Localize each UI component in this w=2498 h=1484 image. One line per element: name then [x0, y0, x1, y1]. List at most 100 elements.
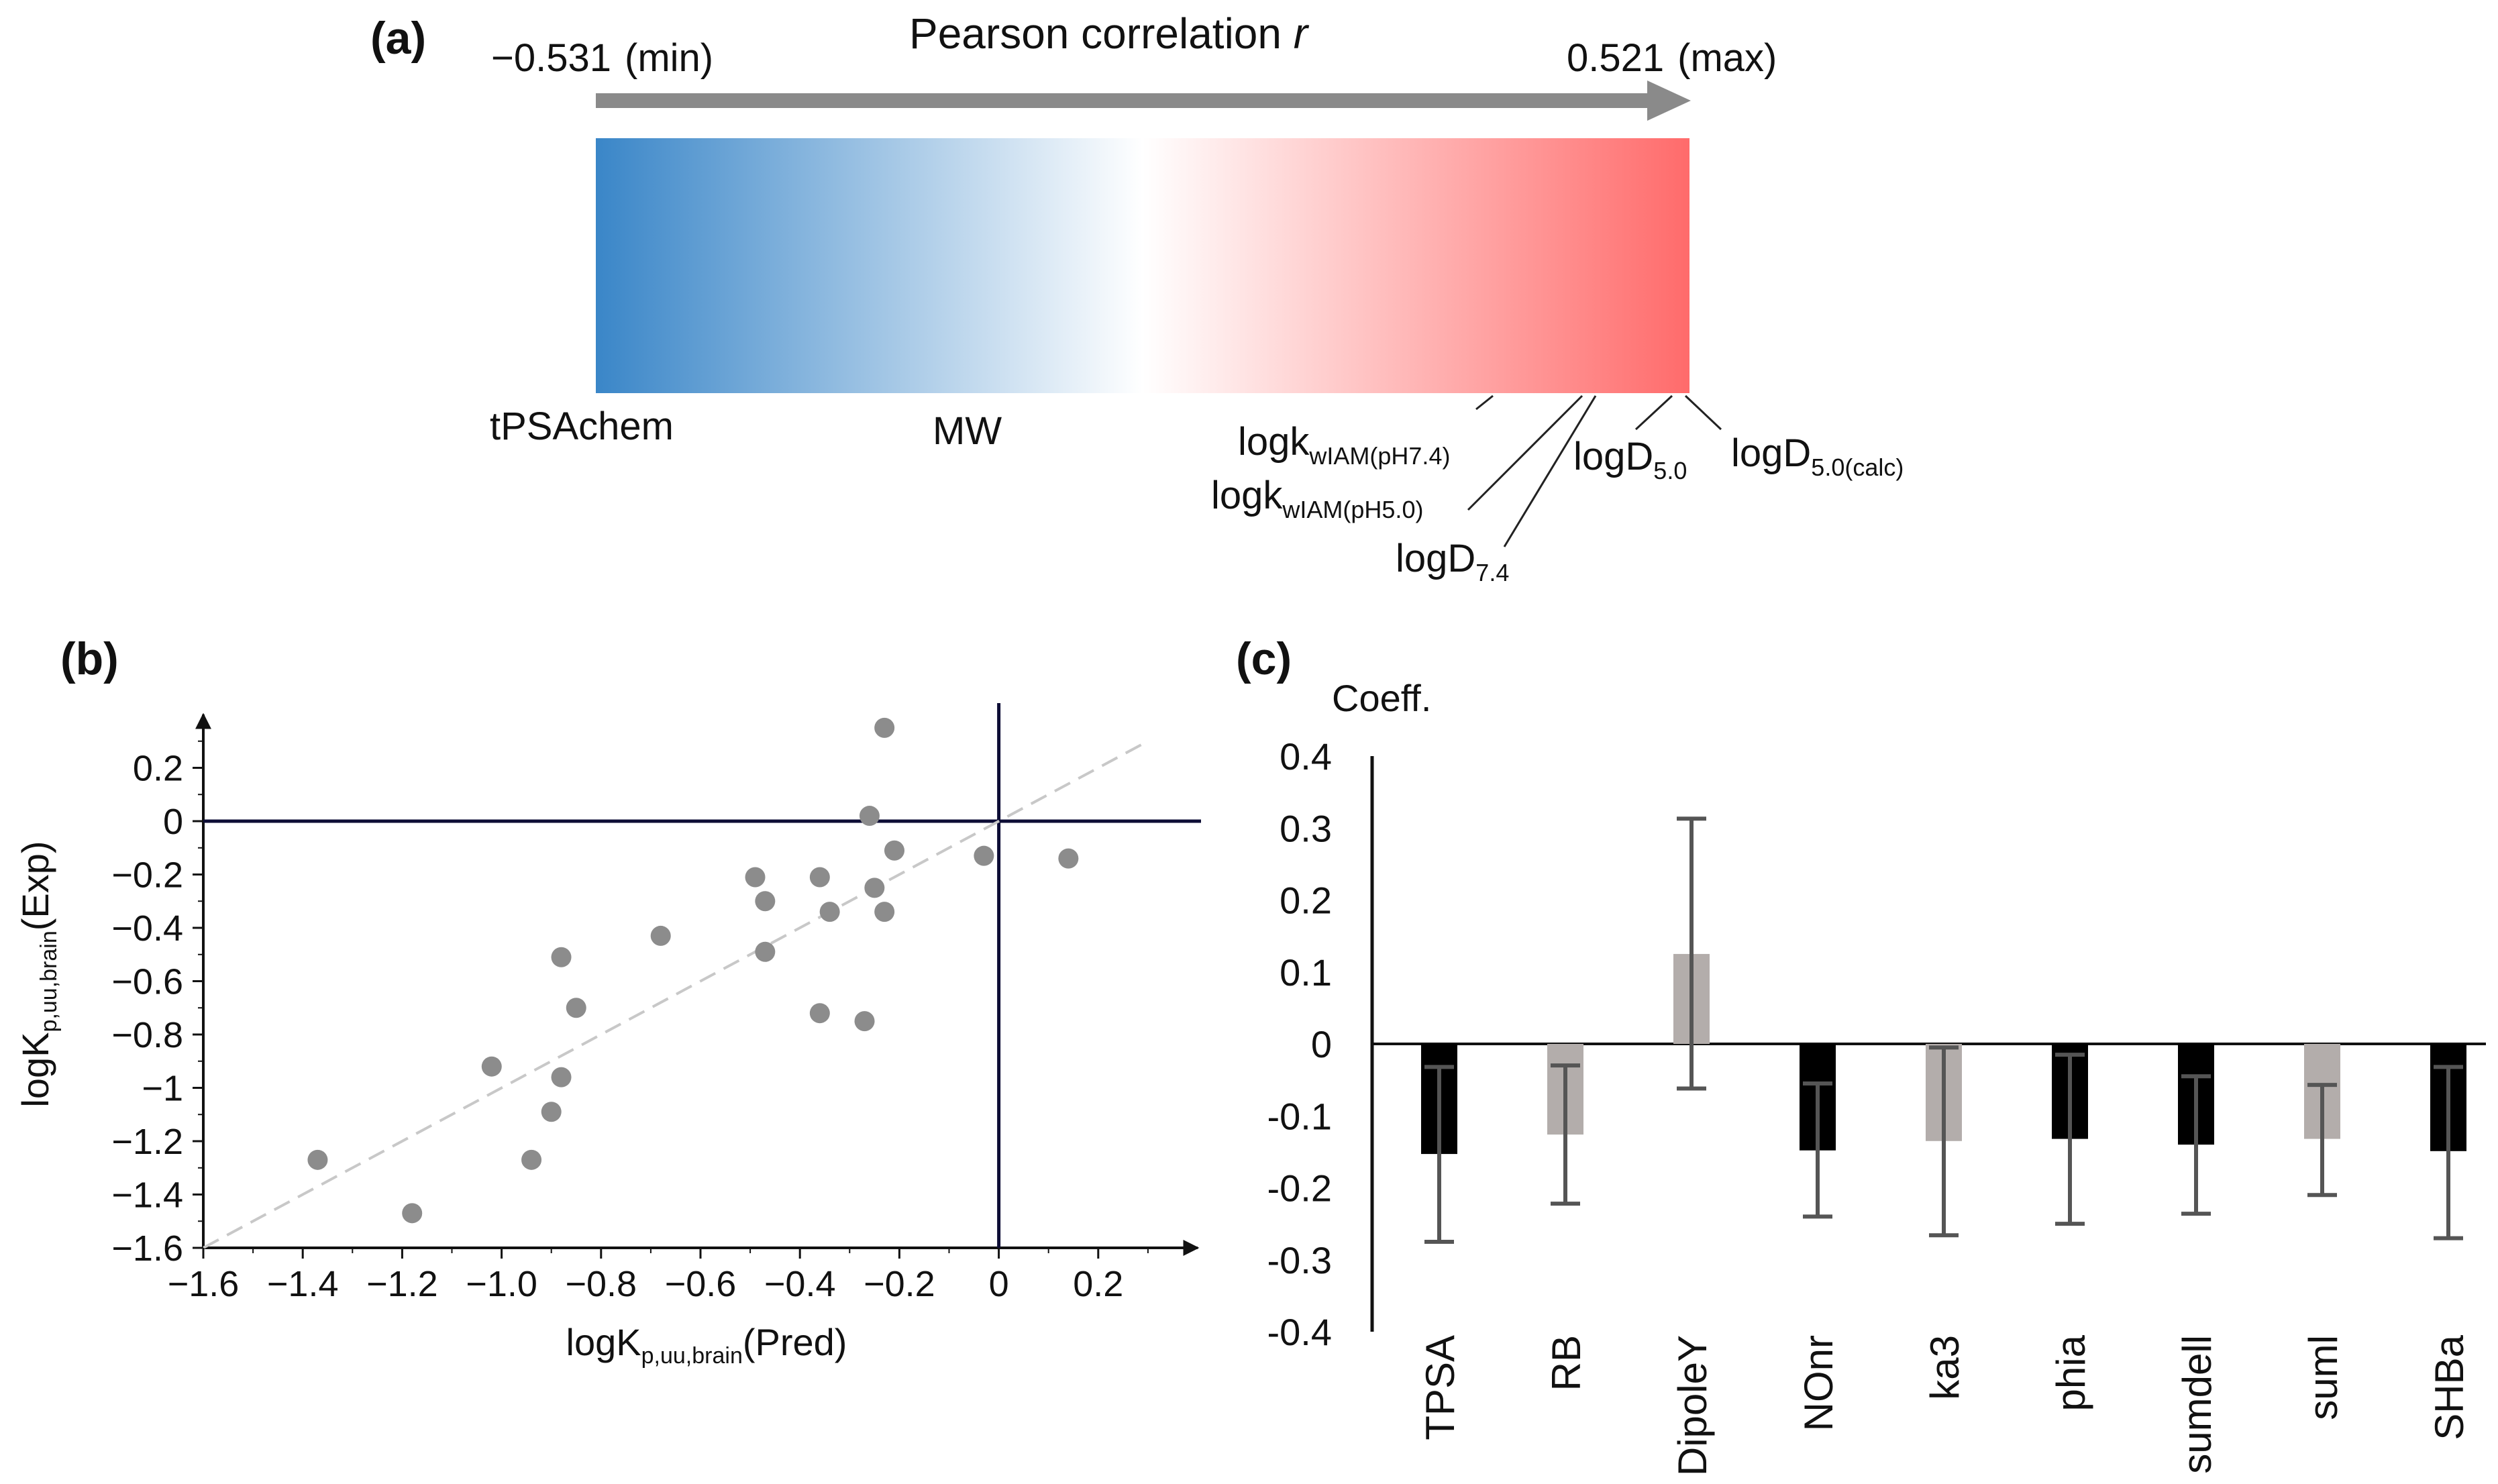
label-logd50-sub: 5.0 [1653, 457, 1687, 484]
bar-y-tick-label: -0.4 [1267, 1311, 1333, 1353]
scatter-y-tick-label: 0.2 [133, 749, 183, 789]
bar-category-label: RB [1544, 1335, 1589, 1391]
scatter-x-tick-label: −0.4 [764, 1264, 836, 1304]
correlation-arrow [596, 81, 1691, 121]
scatter-x-tick-label: 0 [989, 1264, 1009, 1304]
label-logd74-base: logD [1396, 537, 1475, 580]
bar-category-label: ka3 [1922, 1335, 1967, 1400]
bar-y-tick-label: 0.2 [1280, 880, 1332, 922]
max-label: 0.521 (max) [1567, 36, 1777, 80]
min-value: −0.531 [491, 36, 611, 80]
bar-chart: -0.4 -0.3 -0.2 -0.1 0 0.1 0.2 0.3 0.4 TPSA RB Dipol… [1267, 735, 2486, 1476]
label-logd50: logD5.0 [1573, 435, 1687, 484]
bar-category-label: sumdell [2175, 1335, 2220, 1474]
label-logd50-calc-sub: 5.0(calc) [1811, 454, 1904, 481]
label-logd50-calc-base: logD [1731, 431, 1811, 475]
scatter-point [819, 902, 840, 922]
bar-y-tick-label: -0.1 [1267, 1095, 1333, 1137]
max-tag: (max) [1677, 36, 1777, 80]
scatter-x-tick-label: −1.2 [366, 1264, 438, 1304]
scatter-point [551, 1067, 572, 1088]
scatter-y-tick-label: −1.6 [111, 1228, 183, 1269]
bar-y-tick-label: 0.4 [1280, 735, 1332, 778]
scatter-x-tick-label: −0.6 [665, 1264, 737, 1304]
bar-y-tick-label: -0.2 [1267, 1167, 1333, 1210]
label-logk-ph50-sub: wIAM(pH5.0) [1282, 496, 1423, 523]
scatter-point [402, 1203, 423, 1224]
scatter-plot: −1.6 −1.4 −1.2 −1.0 −0.8 −0.6 −0.4 −0.2 0 0.2 −1.6… [111, 703, 1201, 1304]
scatter-point [566, 998, 586, 1018]
label-logk-ph74: logkwIAM(pH7.4) [1238, 420, 1450, 470]
leader-lines [1467, 394, 1722, 547]
bar-category-label: TPSA [1418, 1335, 1463, 1440]
scatter-x-tick-label: −0.2 [864, 1264, 935, 1304]
scatter-identity-line [203, 739, 1149, 1249]
scatter-point [874, 902, 895, 922]
scatter-point [307, 1149, 328, 1170]
label-logd74: logD7.4 [1396, 537, 1509, 586]
panel-b-label: (b) [60, 633, 119, 684]
label-logd50-base: logD [1573, 435, 1653, 478]
scatter-point [755, 891, 776, 912]
panel-c-label: (c) [1236, 633, 1292, 684]
min-tag: (min) [625, 36, 713, 80]
bar-category-label: suml [2301, 1335, 2346, 1420]
min-label: −0.531 (min) [491, 36, 713, 80]
scatter-point [551, 947, 572, 967]
scatter-y-tick-label: −1.2 [111, 1122, 183, 1162]
scatter-ylabel-suffix: (Exp) [14, 841, 56, 931]
correlation-title-main: Pearson correlation [909, 9, 1294, 58]
scatter-y-tick-label: 0 [163, 802, 183, 842]
bar-category-label: NOnr [1796, 1335, 1841, 1431]
scatter-point [874, 717, 895, 738]
scatter-point [809, 867, 830, 888]
scatter-point [1058, 848, 1079, 869]
scatter-point [864, 878, 885, 898]
label-logd50-calc: logD5.0(calc) [1731, 431, 1904, 481]
scatter-x-tick-label: 0.2 [1073, 1264, 1123, 1304]
scatter-y-tick-label: −0.6 [111, 962, 183, 1002]
scatter-x-tick-label: −1.6 [168, 1264, 240, 1304]
scatter-ylabel: logKp,uu,brain(Exp) [14, 841, 62, 1107]
label-logk-ph74-sub: wIAM(pH7.4) [1308, 442, 1450, 470]
scatter-ylabel-sub: p,uu,brain [36, 931, 62, 1032]
bar-ylabel: Coeff. [1332, 677, 1431, 719]
scatter-xlabel: logKp,uu,brain(Pred) [566, 1321, 847, 1369]
scatter-point [541, 1102, 562, 1122]
scatter-point [755, 941, 776, 962]
scatter-y-tick-label: −0.4 [111, 908, 183, 949]
panel-c: (c) Coeff. -0.4 -0.3 -0.2 -0.1 0 0.1 0.2 0.3 0.4… [1236, 633, 2486, 1476]
correlation-title-var: r [1294, 9, 1310, 58]
bar-category-label: phia [2048, 1334, 2093, 1411]
scatter-point [650, 925, 671, 946]
scatter-x-tick-label: −0.8 [565, 1264, 637, 1304]
scatter-y-tick-label: −0.2 [111, 855, 183, 896]
panel-b: (b) −1.6 −1.4 −1.2 −1.0 −0.8 −0.6 −0.4 −0.2 0 0.2… [14, 633, 1201, 1369]
max-value: 0.521 [1567, 36, 1664, 80]
scatter-y-tick-label: −0.8 [111, 1015, 183, 1055]
bar-y-tick-label: 0 [1311, 1023, 1332, 1065]
scatter-point [745, 867, 766, 888]
bar-y-tick-label: -0.3 [1267, 1239, 1333, 1281]
correlation-title: Pearson correlation r [909, 9, 1310, 58]
scatter-point [481, 1056, 502, 1077]
scatter-point [859, 806, 880, 827]
scatter-xlabel-base: logK [566, 1321, 641, 1363]
label-logd74-sub: 7.4 [1475, 559, 1509, 586]
bar-category-label: SHBa [2427, 1334, 2472, 1440]
bar-category-label: DipoleY [1670, 1335, 1715, 1476]
scatter-point [884, 840, 904, 861]
scatter-xlabel-suffix: (Pred) [743, 1321, 847, 1363]
bar-y-tick-label: 0.1 [1280, 951, 1332, 994]
label-logk-ph50: logkwIAM(pH5.0) [1211, 474, 1423, 523]
scatter-point [521, 1149, 542, 1170]
scatter-xlabel-sub: p,uu,brain [641, 1343, 743, 1369]
label-logk-ph50-base: logk [1211, 474, 1283, 517]
scatter-point [854, 1011, 875, 1032]
scatter-y-tick-label: −1 [142, 1069, 183, 1109]
scatter-x-tick-label: −1.0 [466, 1264, 537, 1304]
panel-a-label: (a) [370, 13, 426, 64]
scatter-point [809, 1003, 830, 1024]
bar-y-tick-label: 0.3 [1280, 807, 1332, 849]
